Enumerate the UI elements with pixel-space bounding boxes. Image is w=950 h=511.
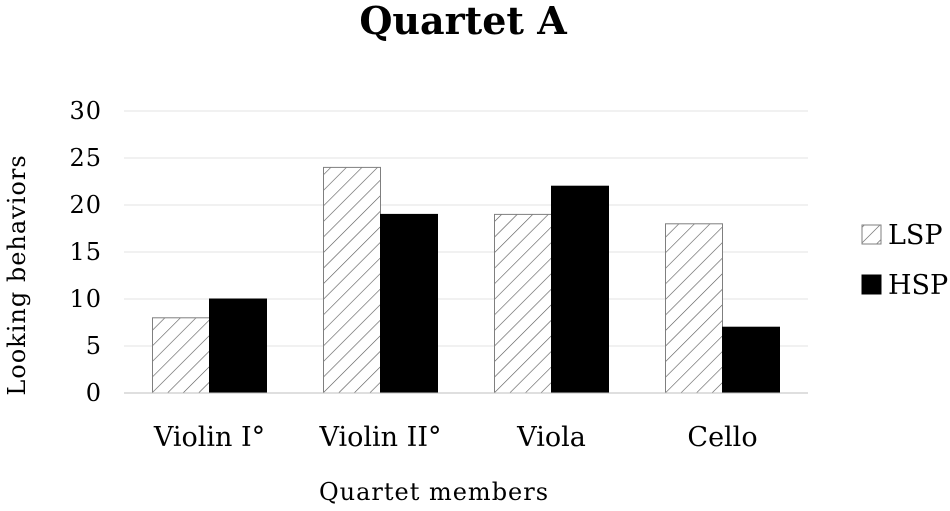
x-tick-label: Viola [516,422,586,453]
bar-hsp [551,185,609,394]
y-tick-label: 0 [86,379,102,407]
y-tick-label: 30 [69,97,102,125]
y-tick-label: 25 [69,144,102,172]
x-tick-label: Violin I° [153,422,265,453]
legend-swatch-hsp [861,274,882,295]
y-tick-labels: 0 5 10 15 20 25 30 [69,97,102,407]
x-tick-labels: Violin I° Violin II° Viola Cello [153,422,758,453]
y-tick-label: 15 [69,238,102,266]
y-tick-label: 10 [69,285,102,313]
bar-hsp [209,298,267,394]
bar-lsp [323,166,381,394]
y-tick-label: 20 [69,191,102,219]
bar-hsp [380,213,438,394]
bars [152,166,780,394]
x-tick-label: Violin II° [319,422,442,453]
y-tick-label: 5 [86,332,102,360]
bar-lsp [494,213,552,394]
legend-label-lsp: LSP [888,220,943,251]
legend-label-hsp: HSP [888,270,948,301]
y-axis-label: Looking behaviors [3,154,31,395]
legend-swatch-lsp [861,224,882,245]
legend: LSP HSP [861,220,948,301]
bar-lsp [665,223,723,394]
bar-lsp [152,317,210,394]
x-tick-label: Cello [687,422,757,453]
bar-hsp [722,326,780,394]
x-axis-label: Quartet members [319,478,549,506]
chart-title: Quartet A [359,0,567,43]
